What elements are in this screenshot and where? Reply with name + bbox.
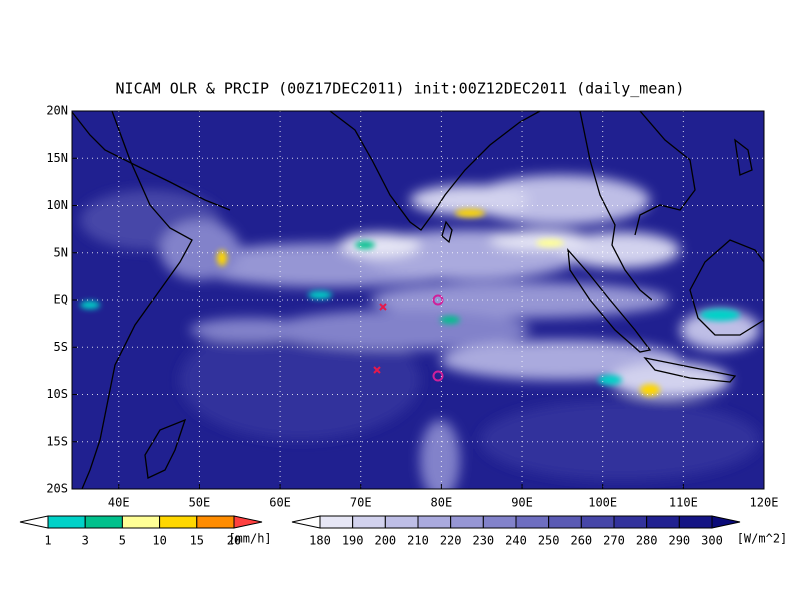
colorbar-label: 290 [668, 534, 690, 548]
axes: 40E 50E 60E 70E 80E 90E 100E 110E 120E 20N 15N 10N 5… [46, 104, 778, 510]
colorbar-label: 190 [342, 534, 364, 548]
x-tick-label: 40E [108, 496, 130, 510]
precip-field [80, 209, 740, 396]
colorbar-unit: [mm/h] [228, 532, 271, 546]
x-tick-label: 60E [269, 496, 291, 510]
colorbar-box [121, 515, 161, 529]
title: NICAM OLR & PRCIP (00Z17DEC2011) init:00… [116, 80, 685, 98]
colorbar-end [233, 515, 263, 529]
x-tick-label: 90E [511, 496, 533, 510]
olr-field [80, 175, 760, 489]
y-tick-label: 5S [54, 340, 68, 354]
colorbar-label: 200 [374, 534, 396, 548]
colorbar-label: 15 [190, 534, 204, 548]
y-tick-label: 15S [46, 434, 68, 448]
x-tick-label: 120E [750, 496, 779, 510]
colorbar-box [646, 515, 680, 529]
colorbar-label: 280 [636, 534, 658, 548]
x-tick-label: 80E [431, 496, 453, 510]
colorbar-label: 5 [119, 534, 126, 548]
colorbar-box [352, 515, 386, 529]
colorbar-box [515, 515, 550, 529]
y-tick-label: EQ [54, 293, 68, 307]
colorbar-box [482, 515, 517, 529]
y-tick-label: 20N [46, 104, 68, 118]
grid [72, 111, 764, 489]
colorbar-end [19, 515, 49, 529]
colorbar-label: 260 [570, 534, 592, 548]
colorbar-box [678, 515, 713, 529]
x-tick-label: 110E [669, 496, 698, 510]
colorbar-box [159, 515, 198, 529]
colorbar-box [548, 515, 582, 529]
colorbar-label: 240 [505, 534, 527, 548]
y-tick-label: 20S [46, 482, 68, 496]
colorbar-label: 270 [603, 534, 625, 548]
colorbar-box [580, 515, 615, 529]
colorbar-box [84, 515, 123, 529]
colorbar-box [196, 515, 235, 529]
y-tick-label: 10S [46, 387, 68, 401]
x-tick-label: 100E [588, 496, 617, 510]
colorbar-label: 300 [701, 534, 723, 548]
colorbar-label: 230 [472, 534, 494, 548]
colorbar-label: 10 [152, 534, 166, 548]
colorbar-label: 250 [538, 534, 560, 548]
map-field [72, 111, 764, 489]
colorbar-end [291, 515, 321, 529]
colorbars: 1 3 5 10 15 20[mm/h] 180 190 200 210 220 230 240 250 2… [19, 515, 788, 548]
x-tick-label: 70E [350, 496, 372, 510]
colorbar-label: 1 [44, 534, 51, 548]
colorbar-box [417, 515, 452, 529]
colorbar-label: 210 [407, 534, 429, 548]
coastlines [72, 111, 764, 489]
y-tick-label: 5N [54, 245, 68, 259]
colorbar-label: 220 [440, 534, 462, 548]
colorbar-unit: [W/m^2] [737, 532, 788, 546]
colorbar-box [613, 515, 648, 529]
colorbar-box [450, 515, 484, 529]
colorbar-box [384, 515, 419, 529]
y-tick-label: 15N [46, 151, 68, 165]
colorbar-box [319, 515, 354, 529]
colorbar-end [711, 515, 741, 529]
x-tick-label: 50E [189, 496, 211, 510]
colorbar-label: 20 [227, 534, 241, 548]
y-tick-label: 10N [46, 198, 68, 212]
colorbar-label: 180 [309, 534, 331, 548]
colorbar-box [47, 515, 86, 529]
colorbar-label: 3 [82, 534, 89, 548]
